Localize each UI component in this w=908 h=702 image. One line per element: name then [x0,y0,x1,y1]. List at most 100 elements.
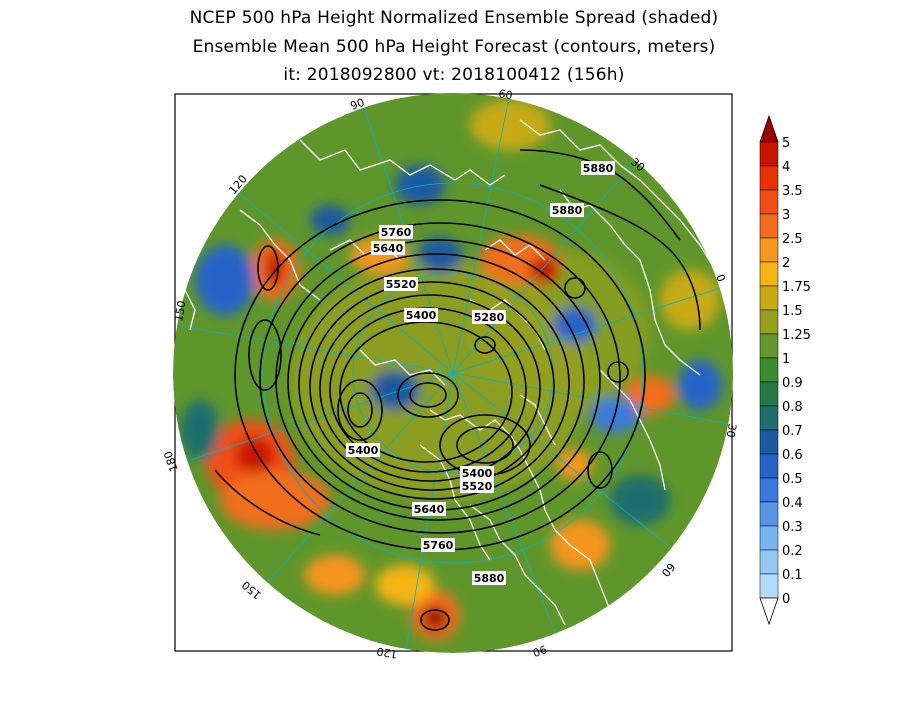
meridian-line [452,284,731,374]
contour-label-box [472,571,506,585]
contour-line [474,336,496,354]
spread-patch [610,475,670,525]
contour-line [607,361,629,383]
spread-patch [660,270,720,330]
spread-patch [370,370,420,410]
spread-patch [625,375,675,415]
colorbar-swatch [759,237,779,263]
meridian-line [174,372,454,466]
contour-label-box [460,466,494,480]
coastline [184,289,196,331]
colorbar-tick-label: 1.5 [782,304,803,319]
colorbar-tick-label: 2 [782,256,790,271]
contour-label: 5880 [583,162,614,175]
contour-line [397,372,459,418]
contour-label: 5760 [381,226,412,239]
colorbar-swatch [759,333,779,359]
longitude-label: 60 [497,87,513,102]
meridian-line [452,93,511,374]
contour-label-box [460,479,494,493]
coastline [239,209,321,301]
colorbar-swatch [759,501,779,527]
colorbar-tick-label: 0.3 [782,520,803,535]
colorbar-tick-label: 0.7 [782,424,803,439]
longitude-label: 90 [349,96,367,113]
spread-patch [530,256,560,284]
coastline [519,119,716,271]
colorbar-swatch [759,405,779,431]
spread-patch [550,520,610,570]
contour-label: 5880 [552,204,583,217]
colorbar-swatch [759,309,779,335]
colorbar-tick-label: 3.5 [782,184,803,199]
chart-title-line-2: Ensemble Mean 500 hPa Height Forecast (c… [192,37,716,57]
spread-patch [557,450,593,480]
spread-patch [180,400,220,460]
colorbar-tick-label: 1.75 [782,280,811,295]
spread-patch [395,165,445,205]
contour-line [319,294,541,482]
contour-line [347,392,373,428]
meridian-line [452,372,733,426]
spread-patch [375,565,435,605]
spread-patch [470,100,550,150]
spread-patch [305,555,365,595]
contour-label-box [550,203,584,217]
colorbar-tick-label: 0.9 [782,376,803,391]
colorbar-tick-label: 2.5 [782,232,803,247]
contour-label-group: 5880 5880 5760 5640 5520 5400 5280 5400 … [346,161,615,585]
contour-line [257,245,279,291]
longitude-label: 150 [172,300,188,323]
spread-patch [220,470,330,530]
contour-line [337,379,383,441]
coastline [519,394,556,446]
contour-line [409,382,447,408]
colorbar-swatch [759,381,779,407]
coastlines [184,119,716,626]
contour-line [259,222,621,534]
coastline [559,189,701,376]
contour-label-box [346,443,380,457]
contour-label-box [371,241,405,255]
contour-label: 5520 [462,480,493,493]
contour-label-box [404,308,438,322]
contour-label: 5280 [474,311,505,324]
contour-label: 5880 [474,572,505,585]
meridian-line [174,324,454,374]
coastline [299,139,506,186]
colorbar-swatch [759,453,779,479]
colorbar-swatch [759,429,779,455]
contour-label-box [412,502,446,516]
coastline [599,369,666,491]
chart-title-line-3: it: 2018092800 vt: 2018100412 (156h) [283,65,625,85]
graticule [174,93,733,653]
colorbar-tick-label: 5 [782,136,790,151]
colorbar-swatch [759,357,779,383]
colorbar-swatch [759,285,779,311]
colorbar-tick-label: 0.8 [782,400,803,415]
contour-line [248,319,282,391]
colorbar-swatch [759,525,779,551]
colorbar-swatch [759,141,779,167]
colorbar-swatch [759,189,779,215]
contour-label: 5520 [386,278,417,291]
colorbar-cap-top [759,114,779,143]
spread-patch [235,437,275,473]
contour-line [214,469,321,536]
contour-label: 5400 [406,309,437,322]
contour-label-box [472,310,506,324]
contour-label: 5640 [373,242,404,255]
contour-line [420,609,450,631]
chart-title-line-1: NCEP 500 hPa Height Normalized Ensemble … [189,8,719,28]
contour-label: 5640 [414,503,445,516]
colorbar-swatch [759,165,779,191]
contour-line [298,268,570,500]
colorbar-swatch [759,261,779,287]
contour-label-box [379,225,413,239]
spread-patch [418,237,462,273]
contour-line [519,149,681,241]
spread-patch [553,307,597,343]
colorbar-tick-label: 0.2 [782,544,803,559]
colorbar-tick-label: 4 [782,160,790,175]
